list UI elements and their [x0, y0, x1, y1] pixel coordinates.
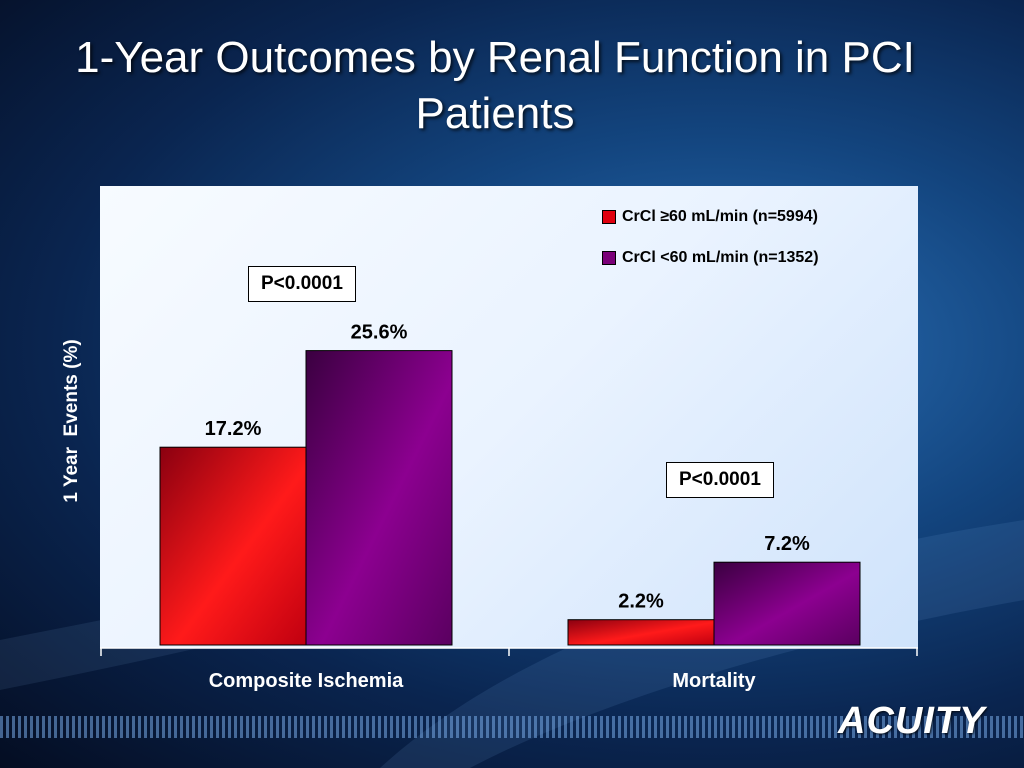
y-axis-label: 1 Year Events (%)	[61, 339, 82, 503]
slide-title: 1-Year Outcomes by Renal Function in PCI…	[75, 33, 915, 138]
acuity-logo: ACUITY	[838, 700, 986, 742]
legend: CrCl ≥60 mL/min (n=5994) CrCl <60 mL/min…	[602, 206, 819, 288]
bar-mortality-series-1	[567, 619, 715, 646]
x-tick-label-mortality: Mortality	[672, 670, 756, 692]
legend-label: CrCl <60 mL/min (n=1352)	[622, 249, 819, 266]
data-label-mortality-series-2: 7.2%	[764, 533, 810, 555]
data-label-composite-ischemia-series-2: 25.6%	[351, 322, 408, 344]
bar-mortality-series-2	[713, 561, 861, 646]
legend-label: CrCl ≥60 mL/min (n=5994)	[622, 208, 818, 225]
x-tick-label-composite-ischemia: Composite Ischemia	[208, 670, 404, 692]
p-value-box-composite: P<0.0001	[248, 266, 356, 302]
legend-swatch-purple	[602, 251, 616, 265]
data-label-composite-ischemia-series-1: 17.2%	[205, 418, 262, 440]
legend-swatch-red	[602, 210, 616, 224]
bar-composite-ischemia-series-2	[305, 350, 453, 646]
p-value-box-mortality: P<0.0001	[666, 462, 774, 498]
footer-stripe	[0, 716, 1024, 738]
legend-item-crcl-ge60: CrCl ≥60 mL/min (n=5994)	[602, 206, 819, 228]
bar-composite-ischemia-series-1	[159, 446, 307, 646]
legend-item-crcl-lt60: CrCl <60 mL/min (n=1352)	[602, 247, 819, 269]
data-label-mortality-series-1: 2.2%	[618, 591, 664, 613]
